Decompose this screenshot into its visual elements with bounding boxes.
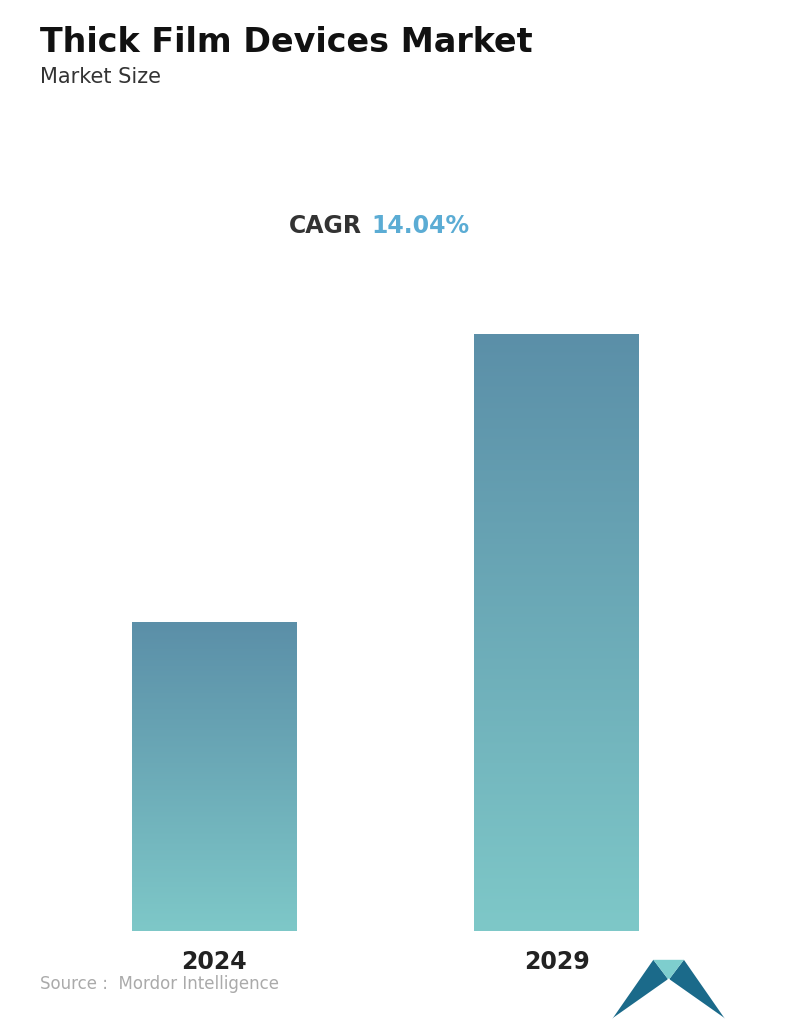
Text: CAGR: CAGR: [289, 214, 362, 238]
Polygon shape: [669, 960, 726, 1021]
Polygon shape: [611, 960, 669, 1021]
Text: Market Size: Market Size: [40, 67, 161, 87]
Polygon shape: [654, 960, 684, 980]
Text: 14.04%: 14.04%: [372, 214, 470, 238]
Text: Source :  Mordor Intelligence: Source : Mordor Intelligence: [40, 975, 279, 993]
Text: Thick Film Devices Market: Thick Film Devices Market: [40, 26, 533, 59]
